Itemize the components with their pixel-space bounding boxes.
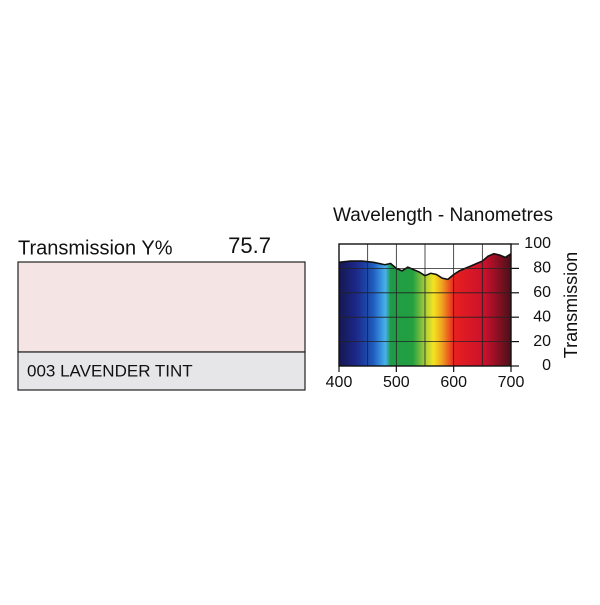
x-tick-label: 500 — [383, 374, 410, 391]
chart-title: Wavelength - Nanometres — [333, 205, 553, 226]
y-tick-label: 40 — [533, 308, 551, 325]
filter-name: 003 LAVENDER TINT — [27, 361, 193, 380]
y-tick-label: 20 — [533, 333, 551, 350]
transmission-curve — [338, 252, 512, 281]
x-tick-label: 700 — [498, 374, 525, 391]
plot: 0 20 40 60 80 100 400 500 600 700 — [326, 235, 551, 391]
transmission-value: 75.7 — [228, 233, 271, 258]
y-tick-label: 60 — [533, 284, 551, 301]
color-swatch — [17, 261, 306, 353]
x-tick-label: 600 — [440, 374, 467, 391]
y-tick-label: 100 — [524, 235, 551, 252]
y-tick-label: 0 — [542, 357, 551, 374]
plot-frame — [338, 243, 512, 367]
y-tick-label: 80 — [533, 260, 551, 277]
transmission-label: Transmission Y% — [18, 237, 173, 259]
x-tick-label: 400 — [326, 374, 353, 391]
name-box — [17, 351, 306, 391]
y-axis-title: Transmission — [561, 252, 581, 358]
